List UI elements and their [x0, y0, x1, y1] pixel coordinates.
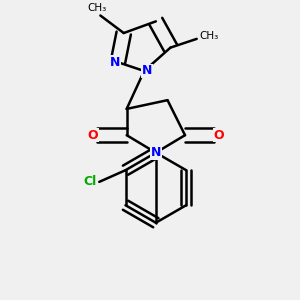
Text: CH₃: CH₃: [200, 31, 219, 41]
Text: Cl: Cl: [83, 176, 96, 188]
Text: CH₃: CH₃: [88, 3, 107, 13]
Text: N: N: [151, 146, 161, 159]
Text: O: O: [88, 129, 98, 142]
Text: N: N: [110, 56, 120, 69]
Text: O: O: [213, 129, 224, 142]
Text: N: N: [142, 64, 152, 77]
